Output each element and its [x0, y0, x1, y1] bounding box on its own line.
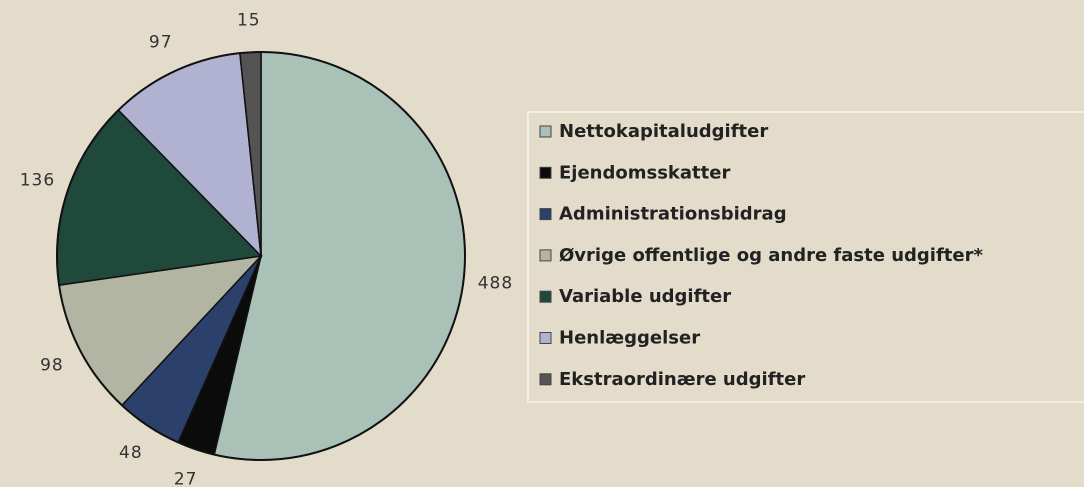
value-label: 98	[40, 355, 64, 375]
pie-outline	[56, 51, 466, 461]
value-label: 48	[119, 443, 143, 463]
legend-swatch	[539, 208, 552, 221]
value-label: 488	[478, 273, 513, 293]
legend-swatch	[539, 332, 552, 344]
legend-label: Ekstraordinære udgifter	[559, 369, 805, 390]
legend-swatch	[539, 249, 552, 262]
legend-label: Variable udgifter	[559, 286, 731, 307]
legend-label: Nettokapitaludgifter	[559, 121, 768, 142]
legend-label: Henlæggelser	[559, 328, 700, 349]
legend-swatch	[539, 125, 552, 138]
legend-swatch	[539, 166, 552, 179]
legend-label: Øvrige offentlige og andre faste udgifte…	[559, 245, 983, 266]
value-label: 27	[174, 470, 198, 487]
legend-swatch	[539, 373, 552, 386]
value-label: 15	[237, 10, 261, 30]
legend-label: Ejendomsskatter	[559, 162, 730, 183]
legend-box	[527, 111, 1084, 403]
value-label: 97	[149, 32, 173, 52]
legend-label: Administrationsbidrag	[559, 204, 787, 225]
value-label: 136	[20, 170, 55, 190]
legend-swatch	[539, 290, 552, 303]
